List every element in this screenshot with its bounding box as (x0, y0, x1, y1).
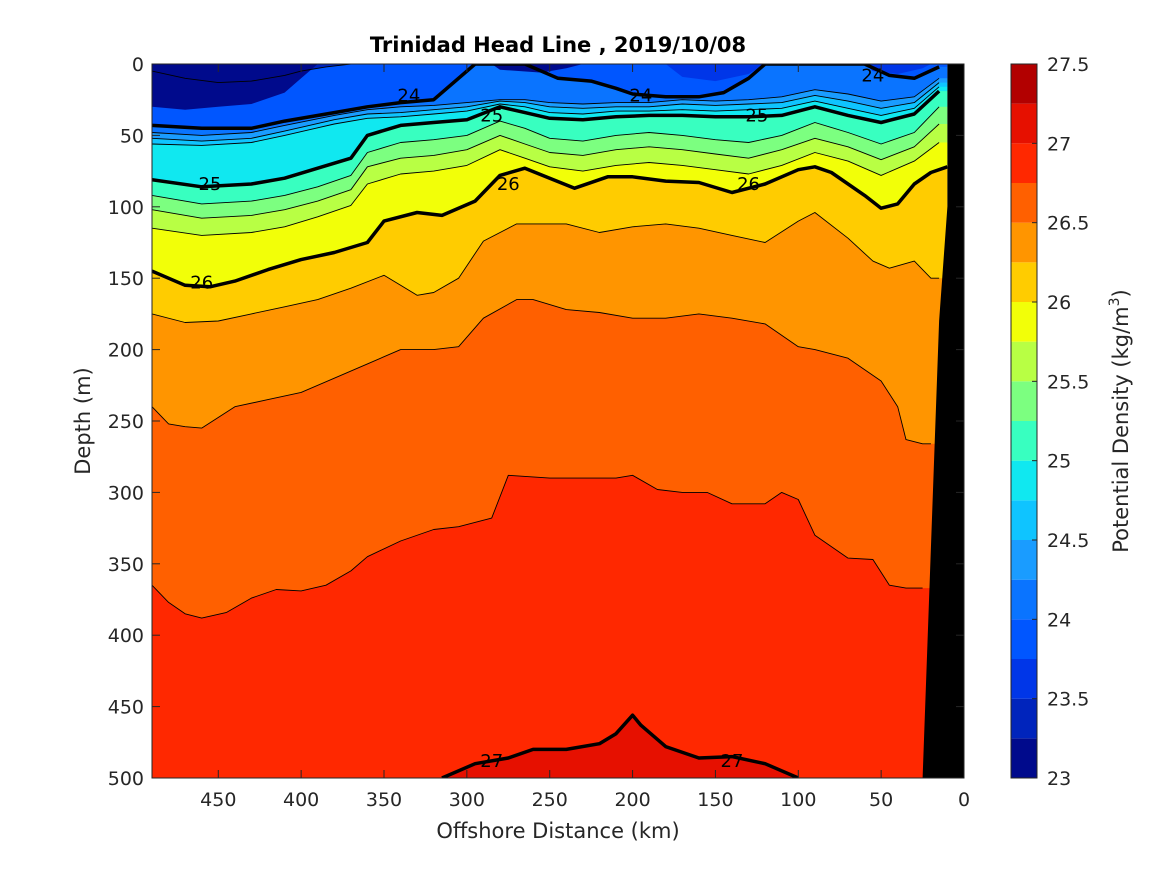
contour-line (152, 106, 940, 205)
colorbar-title-prefix: Potential Density (kg/m (1109, 306, 1133, 552)
contour-label: 26 (737, 174, 760, 195)
colorbar-swatch (1011, 659, 1037, 699)
y-tick-label: 50 (120, 125, 144, 147)
colorbar-tick-label: 24 (1047, 609, 1071, 631)
y-axis: 0 50 100 150 200 250 300 350 400 450 500 (108, 54, 964, 790)
colorbar (1011, 64, 1037, 778)
contour-line (441, 713, 799, 778)
bathymetry (922, 64, 964, 778)
colorbar-tick-label: 24.5 (1047, 530, 1089, 552)
x-tick-label: 50 (869, 789, 893, 811)
band-fill (152, 475, 964, 778)
contour-line (152, 123, 940, 219)
x-tick-label: 100 (780, 789, 816, 811)
colorbar-swatch (1011, 421, 1037, 461)
contour-label: 27 (721, 751, 744, 772)
colorbar-tick-label: 23 (1047, 768, 1071, 790)
plot-area: 24 24 24 25 25 25 26 26 26 27 27 (152, 64, 964, 778)
contour-line (152, 86, 940, 146)
x-tick-label: 400 (283, 789, 319, 811)
colorbar-swatch (1011, 143, 1037, 183)
contour-label: 25 (480, 105, 503, 126)
y-tick-label: 150 (108, 268, 144, 290)
colorbar-swatch (1011, 579, 1037, 620)
colorbar-title-suffix: ) (1109, 289, 1133, 297)
contour-label: 25 (199, 174, 222, 195)
x-tick-label: 200 (614, 789, 650, 811)
band-fill (665, 64, 766, 82)
x-axis-title: Offshore Distance (km) (436, 819, 679, 843)
contour-label: 24 (397, 85, 420, 106)
colorbar-swatch (1011, 103, 1037, 144)
x-axis: 450 400 350 300 250 200 150 100 50 0 (200, 64, 970, 811)
x-tick-label: 450 (200, 789, 236, 811)
contour-line (152, 474, 923, 619)
y-tick-label: 400 (108, 625, 144, 647)
colorbar-swatch (1011, 341, 1037, 382)
x-tick-label: 350 (366, 789, 402, 811)
chart-title: Trinidad Head Line , 2019/10/08 (370, 33, 746, 57)
y-tick-label: 450 (108, 697, 144, 719)
contour-line (152, 142, 940, 236)
colorbar-tick-label: 25 (1047, 451, 1071, 473)
colorbar-swatch (1011, 183, 1037, 223)
contour-label: 27 (480, 751, 503, 772)
colorbar-title: Potential Density (kg/m3) (1107, 289, 1133, 553)
x-tick-label: 150 (697, 789, 733, 811)
colorbar-tick-label: 26.5 (1047, 213, 1089, 235)
contour-line (152, 212, 940, 323)
y-tick-label: 250 (108, 411, 144, 433)
colorbar-swatch (1011, 381, 1037, 421)
colorbar-swatch (1011, 460, 1037, 501)
contour-label: 24 (629, 85, 652, 106)
x-tick-label: 250 (532, 789, 568, 811)
colorbar-swatch (1011, 619, 1037, 659)
y-tick-label: 0 (132, 54, 144, 76)
band-fill (442, 715, 799, 778)
contour-line (152, 64, 940, 131)
colorbar-swatch (1011, 64, 1037, 104)
contour-label: 26 (497, 174, 520, 195)
colorbar-swatch (1011, 262, 1037, 302)
y-tick-label: 500 (108, 768, 144, 790)
y-tick-label: 100 (108, 197, 144, 219)
colorbar-swatch (1011, 222, 1037, 263)
colorbar-title-superscript: 3 (1107, 297, 1123, 306)
contour-lines (152, 64, 948, 778)
band-fill (152, 64, 318, 110)
contour-label: 26 (190, 272, 213, 293)
contour-line (152, 165, 948, 289)
contour-line (152, 299, 931, 445)
colorbar-swatch (1011, 738, 1037, 778)
x-tick-label: 300 (449, 789, 485, 811)
contour-line (152, 77, 940, 136)
colorbar-swatch (1011, 302, 1037, 342)
colorbar-tick-label: 27 (1047, 133, 1071, 155)
colorbar-swatch (1011, 500, 1037, 540)
x-tick-label: 0 (958, 789, 970, 811)
colorbar-tick-label: 27.5 (1047, 54, 1089, 76)
colorbar-ticks: 23 23.5 24 24.5 25 25.5 26 26.5 27 27.5 (1032, 54, 1089, 790)
colorbar-frame (1010, 63, 1038, 779)
contour-line (152, 64, 351, 84)
colorbar-tick-label: 26 (1047, 292, 1071, 314)
contour-label: 24 (861, 65, 884, 86)
contour-line (152, 89, 941, 189)
y-axis-title: Depth (m) (71, 367, 95, 474)
contour-fills (152, 64, 964, 778)
colorbar-swatch (1011, 540, 1037, 580)
contour-labels: 24 24 24 25 25 25 26 26 26 27 27 (190, 65, 884, 771)
seafloor (922, 64, 964, 778)
y-tick-label: 300 (108, 482, 144, 504)
colorbar-tick-label: 25.5 (1047, 371, 1089, 393)
colorbar-tick-label: 23.5 (1047, 689, 1089, 711)
y-tick-label: 200 (108, 340, 144, 362)
colorbar-swatch (1011, 698, 1037, 739)
contour-line (152, 82, 940, 142)
contour-label: 25 (745, 105, 768, 126)
y-tick-label: 350 (108, 554, 144, 576)
